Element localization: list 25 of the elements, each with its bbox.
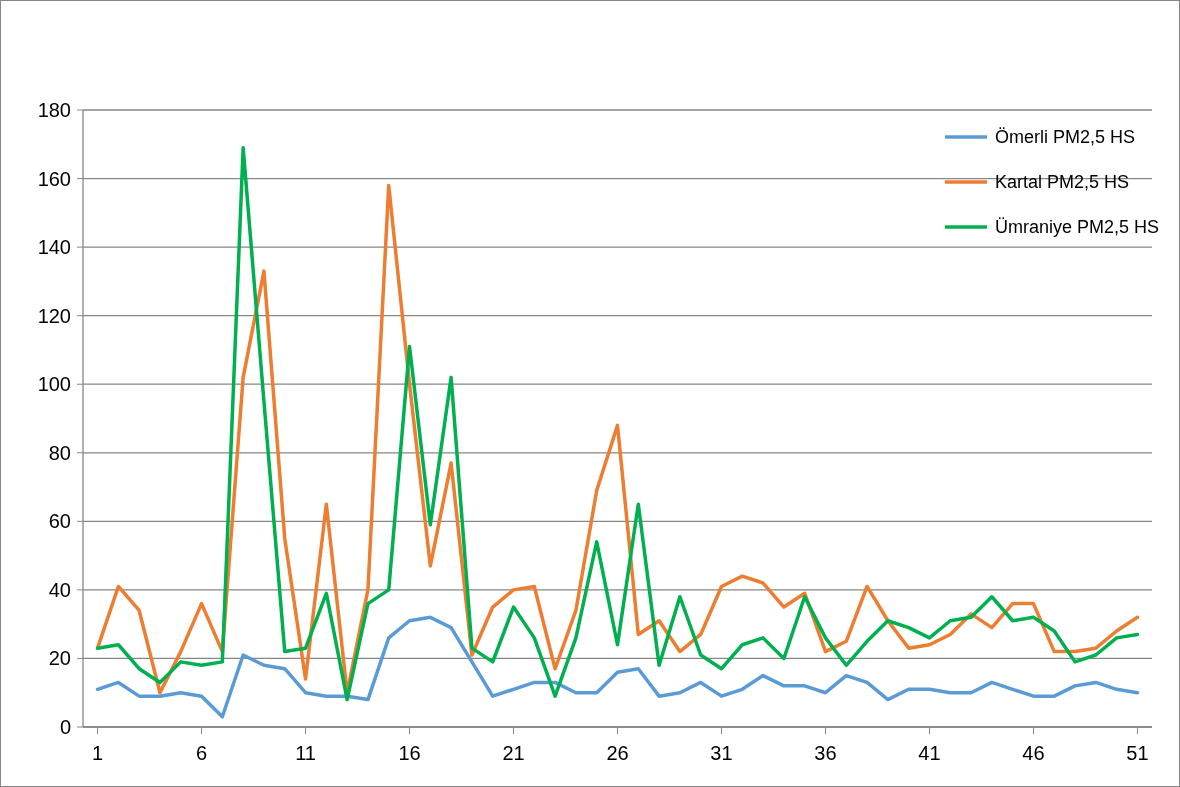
- y-tick-label: 160: [37, 167, 71, 190]
- legend-label: Ömerli PM2,5 HS: [995, 127, 1136, 148]
- legend-label: Kartal PM2,5 HS: [995, 172, 1130, 193]
- y-tick-label: 140: [37, 236, 71, 259]
- x-tick-label: 16: [398, 742, 421, 764]
- x-tick-label: 6: [195, 742, 208, 764]
- y-tick-label: 120: [37, 304, 71, 327]
- y-tick-label: 80: [48, 441, 71, 464]
- x-tick-label: 1: [92, 742, 104, 764]
- x-tick-label: 26: [606, 742, 629, 764]
- x-tick-label: 41: [918, 742, 941, 764]
- y-tick-label: 40: [48, 578, 71, 601]
- line-series: [95, 615, 1140, 719]
- x-tick-label: 51: [1126, 742, 1149, 764]
- x-tick-label: 36: [814, 742, 837, 764]
- y-tick-label: 60: [48, 510, 71, 533]
- x-tick-label: 31: [710, 742, 733, 764]
- x-tick-label: 11: [295, 742, 316, 764]
- x-tick-label: 46: [1022, 742, 1045, 764]
- y-tick-label: 100: [37, 373, 71, 396]
- legend-label: Ümraniye PM2,5 HS: [995, 217, 1160, 238]
- y-tick-label: 0: [59, 716, 71, 738]
- x-tick-label: 21: [502, 742, 525, 764]
- y-tick-label: 180: [37, 99, 71, 121]
- y-tick-label: 20: [48, 647, 71, 670]
